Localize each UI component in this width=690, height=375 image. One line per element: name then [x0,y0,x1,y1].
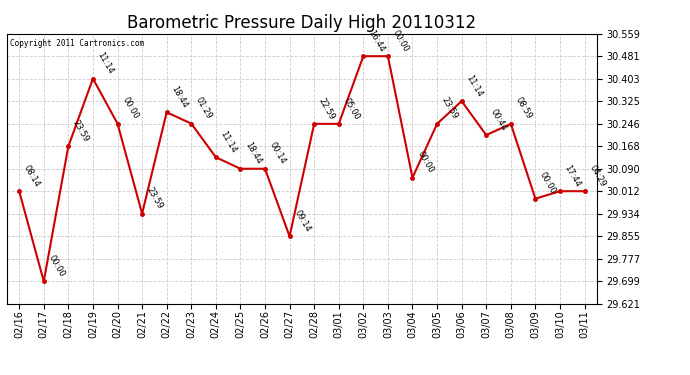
Text: 11:14: 11:14 [219,129,238,154]
Text: 22:59: 22:59 [317,96,337,121]
Text: Copyright 2011 Cartronics.com: Copyright 2011 Cartronics.com [10,39,144,48]
Text: 04:29: 04:29 [587,164,607,188]
Text: 23:59: 23:59 [145,186,165,211]
Text: 11:14: 11:14 [96,51,115,76]
Text: 00:00: 00:00 [415,150,435,175]
Text: 16:44: 16:44 [366,28,386,53]
Text: 23:59: 23:59 [71,118,91,144]
Text: 17:44: 17:44 [563,163,582,188]
Text: 00:00: 00:00 [46,254,66,279]
Text: 09:14: 09:14 [293,209,312,234]
Text: 00:00: 00:00 [538,171,558,196]
Text: 11:14: 11:14 [464,73,484,98]
Text: 00:00: 00:00 [120,96,140,121]
Text: 18:44: 18:44 [243,141,263,166]
Text: 00:44: 00:44 [489,107,509,132]
Text: 05:00: 05:00 [342,96,361,121]
Text: 00:14: 00:14 [268,141,288,166]
Text: 08:14: 08:14 [22,163,41,188]
Text: 08:59: 08:59 [513,96,533,121]
Text: 18:44: 18:44 [170,84,189,109]
Text: 01:29: 01:29 [194,96,214,121]
Text: 00:00: 00:00 [391,28,411,53]
Text: 23:59: 23:59 [440,96,460,121]
Title: Barometric Pressure Daily High 20110312: Barometric Pressure Daily High 20110312 [128,14,476,32]
